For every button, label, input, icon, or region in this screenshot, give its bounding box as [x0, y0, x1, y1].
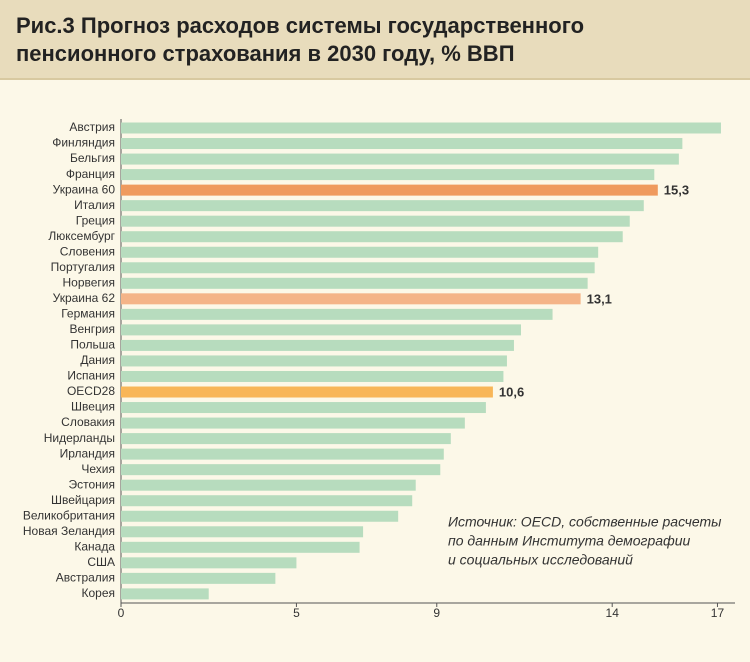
bar — [121, 324, 521, 336]
bar — [121, 122, 721, 134]
bar — [121, 308, 553, 320]
y-tick-label: Великобритания — [23, 508, 115, 522]
bar — [121, 541, 360, 553]
y-tick-label: Бельгия — [70, 151, 115, 165]
bar — [121, 370, 504, 382]
y-tick-label: Венгрия — [69, 322, 115, 336]
y-tick-label: Португалия — [51, 260, 115, 274]
y-tick-label: Украина 62 — [53, 291, 116, 305]
y-tick-label: Ирландия — [60, 446, 115, 460]
y-tick-label: Швейцария — [51, 493, 115, 507]
y-tick-label: Греция — [76, 213, 115, 227]
bar — [121, 262, 595, 274]
bar — [121, 138, 683, 150]
annotation: по данным Института демографии — [448, 533, 691, 549]
y-tick-label: Австралия — [56, 571, 115, 585]
bar — [121, 184, 658, 196]
value-label: 10,6 — [499, 384, 524, 399]
annotation: и социальных исследований — [448, 552, 633, 568]
y-tick-label: Дания — [80, 353, 115, 367]
y-tick-label: Испания — [67, 369, 115, 383]
bar — [121, 293, 581, 305]
header: Рис.3 Прогноз расходов системы государст… — [0, 0, 750, 80]
y-tick-label: Канада — [74, 539, 115, 553]
y-tick-label: Швеция — [71, 400, 115, 414]
x-tick-label: 9 — [433, 606, 440, 620]
y-tick-label: Корея — [81, 586, 115, 600]
y-tick-label: Польша — [70, 338, 115, 352]
y-tick-label: Италия — [74, 198, 115, 212]
bar — [121, 386, 493, 398]
x-tick-label: 0 — [118, 606, 125, 620]
y-tick-label: Австрия — [69, 120, 115, 134]
y-tick-label: Словакия — [61, 415, 115, 429]
y-tick-label: Норвегия — [62, 275, 115, 289]
y-tick-label: Эстония — [69, 477, 116, 491]
bar — [121, 355, 507, 367]
bar — [121, 277, 588, 289]
bar — [121, 231, 623, 243]
y-tick-label: Германия — [61, 307, 115, 321]
y-tick-label: Люксембург — [48, 229, 115, 243]
bar — [121, 572, 276, 584]
bar — [121, 448, 444, 460]
x-tick-label: 17 — [711, 606, 725, 620]
chart-title: Рис.3 Прогноз расходов системы государст… — [16, 13, 585, 66]
y-tick-label: Чехия — [81, 462, 115, 476]
bar — [121, 153, 679, 165]
bar — [121, 246, 599, 258]
bar — [121, 169, 655, 181]
value-label: 15,3 — [664, 183, 689, 198]
y-tick-label: Новая Зеландия — [23, 524, 115, 538]
bar — [121, 526, 364, 538]
bar — [121, 495, 413, 507]
y-tick-label: Украина 60 — [53, 182, 116, 196]
bar — [121, 588, 209, 600]
bar — [121, 215, 630, 227]
y-tick-label: Финляндия — [52, 136, 115, 150]
bar — [121, 200, 644, 212]
bar — [121, 433, 451, 445]
y-tick-label: Словения — [60, 244, 115, 258]
bar — [121, 510, 399, 522]
x-tick-label: 5 — [293, 606, 300, 620]
bar — [121, 464, 441, 476]
bar — [121, 479, 416, 491]
value-label: 13,1 — [587, 291, 612, 306]
bar — [121, 339, 514, 351]
y-tick-label: Нидерланды — [44, 431, 115, 445]
y-tick-label: США — [87, 555, 115, 569]
bar — [121, 557, 297, 569]
bar — [121, 417, 465, 429]
annotation: Источник: OECD, собственные расчеты — [448, 514, 722, 530]
bar — [121, 402, 486, 414]
y-tick-label: Франция — [66, 167, 115, 181]
y-tick-label: OECD28 — [67, 384, 115, 398]
x-tick-label: 14 — [606, 606, 620, 620]
